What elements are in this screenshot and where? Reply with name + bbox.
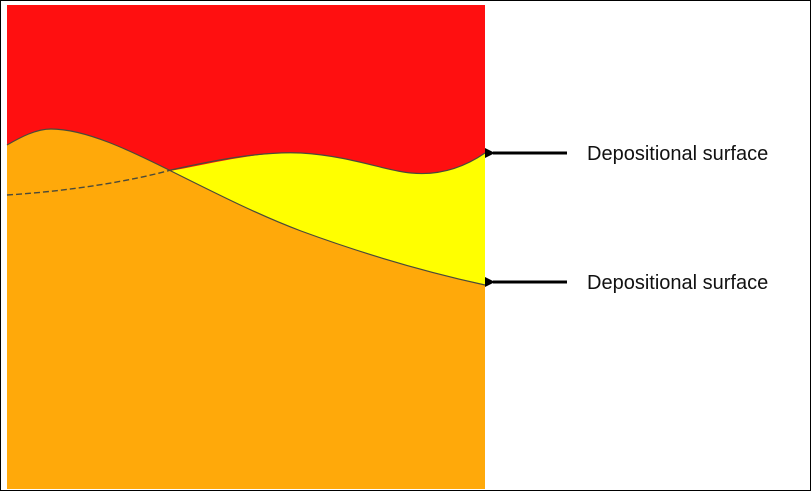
- upper-surface-label: Depositional surface: [587, 143, 768, 165]
- eroded-surface-dashed-line: [6, 169, 172, 196]
- upper-depositional-surface-line: [170, 152, 486, 175]
- lower-depositional-surface-line: [6, 128, 486, 286]
- lower-layer: [7, 129, 485, 489]
- lower-surface-label: Depositional surface: [587, 272, 768, 294]
